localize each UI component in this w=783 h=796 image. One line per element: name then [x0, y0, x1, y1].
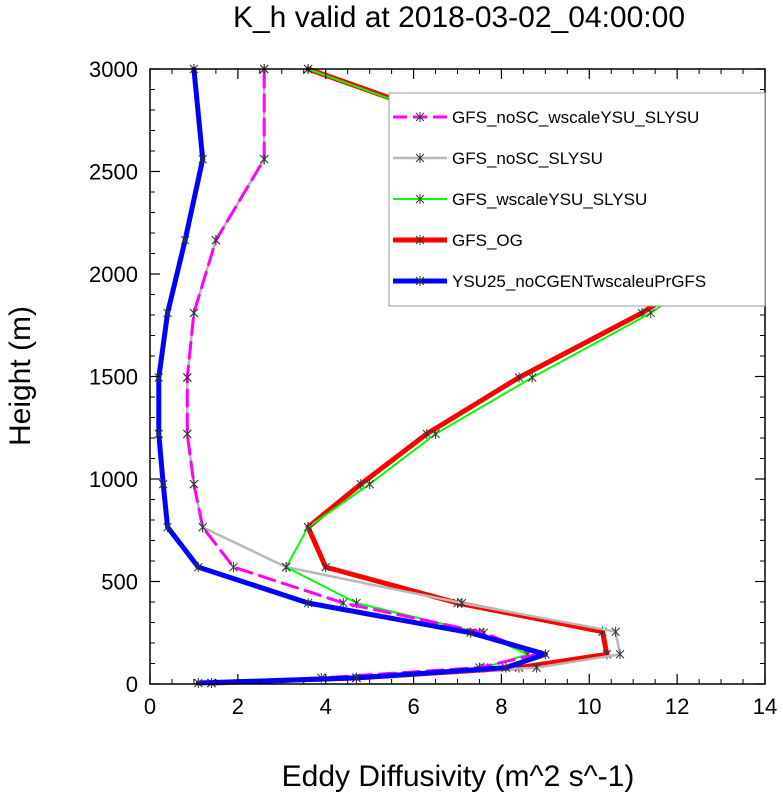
- x-tick-label: 4: [320, 694, 332, 719]
- data-point: [198, 522, 208, 533]
- legend-label: GFS_wscaleYSU_SLYSU: [452, 190, 647, 209]
- series-YSU25_noCGENTwscaleuPrGFS: [154, 64, 550, 688]
- x-tick-label: 0: [144, 694, 156, 719]
- legend-label: GFS_OG: [452, 231, 523, 250]
- y-axis: 0 500 1000 1500 2000 2500 3000: [89, 57, 765, 697]
- data-point: [229, 562, 238, 573]
- legend-label: YSU25_noCGENTwscaleuPrGFS: [452, 272, 706, 291]
- legend-marker: [415, 194, 425, 204]
- data-point: [154, 372, 164, 383]
- y-tick-label: 2000: [89, 262, 138, 287]
- data-point: [303, 522, 313, 533]
- data-point: [163, 307, 172, 318]
- x-tick-label: 2: [232, 694, 244, 719]
- data-point: [541, 649, 550, 660]
- x-axis-title: Eddy Diffusivity (m^2 s^-1): [282, 760, 635, 793]
- chart-title: K_h valid at 2018-03-02_04:00:00: [233, 1, 685, 34]
- legend-item: GFS_wscaleYSU_SLYSU: [393, 190, 647, 209]
- data-point: [303, 598, 313, 609]
- legend-item: GFS_noSC_wscaleYSU_SLYSU: [393, 108, 699, 127]
- y-tick-label: 1000: [89, 467, 138, 492]
- data-point: [163, 522, 172, 533]
- series-line: [185, 67, 539, 685]
- data-point: [646, 307, 656, 318]
- data-point: [182, 372, 192, 383]
- legend-item: GFS_noSC_SLYSU: [393, 149, 603, 168]
- y-tick-label: 3000: [89, 57, 138, 82]
- data-point: [352, 672, 361, 683]
- data-point: [457, 598, 467, 609]
- legend-marker: [415, 153, 425, 163]
- data-point: [532, 662, 541, 673]
- data-point: [198, 154, 208, 165]
- data-point: [338, 598, 348, 609]
- data-point: [182, 428, 192, 439]
- legend: GFS_noSC_wscaleYSU_SLYSU GFS_noSC_SLYSU GF…: [388, 92, 766, 307]
- y-tick-label: 2500: [89, 160, 138, 185]
- x-tick-label: 10: [577, 694, 601, 719]
- data-point: [193, 562, 203, 573]
- data-point: [180, 235, 190, 246]
- legend-marker: [415, 276, 425, 286]
- data-point: [193, 677, 203, 688]
- x-tick-label: 8: [495, 694, 507, 719]
- legend-marker: [415, 112, 425, 122]
- x-tick-label: 6: [407, 694, 419, 719]
- data-point: [527, 372, 537, 383]
- legend-box: [388, 92, 766, 307]
- data-point: [501, 662, 511, 673]
- data-point: [422, 428, 432, 439]
- data-point: [154, 428, 164, 439]
- data-point: [356, 479, 366, 490]
- y-tick-label: 1500: [89, 365, 138, 390]
- data-point: [158, 479, 168, 490]
- y-tick-label: 0: [126, 672, 138, 697]
- data-point: [615, 649, 625, 660]
- data-point: [281, 562, 291, 573]
- data-point: [211, 235, 221, 246]
- legend-label: GFS_noSC_SLYSU: [452, 149, 603, 168]
- legend-marker: [415, 235, 425, 245]
- data-point: [365, 479, 374, 490]
- x-tick-label: 14: [753, 694, 777, 719]
- data-point: [611, 626, 620, 637]
- y-tick-label: 500: [101, 570, 138, 595]
- data-point: [259, 154, 269, 165]
- data-point: [514, 372, 524, 383]
- x-axis: 0 2 4 6 8 10 12 14: [144, 69, 777, 719]
- data-point: [189, 479, 199, 490]
- data-point: [189, 307, 199, 318]
- legend-label: GFS_noSC_wscaleYSU_SLYSU: [452, 108, 699, 127]
- data-point: [431, 428, 440, 439]
- x-tick-label: 12: [665, 694, 689, 719]
- data-point: [321, 562, 331, 573]
- legend-item: YSU25_noCGENTwscaleuPrGFS: [393, 272, 706, 291]
- legend-item: GFS_OG: [393, 231, 523, 250]
- data-point: [466, 627, 476, 638]
- y-axis-title: Height (m): [4, 306, 37, 446]
